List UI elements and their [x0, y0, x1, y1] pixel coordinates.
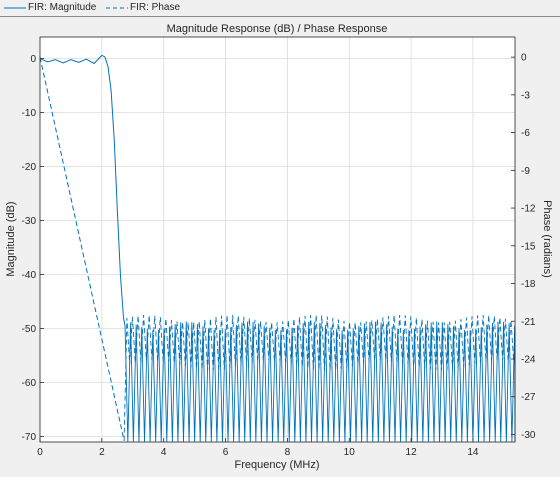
phase-stopband-line: [123, 314, 515, 441]
series-lines: [39, 54, 126, 441]
y-left-tick-label: -50: [22, 324, 37, 335]
y-right-tick-label: -24: [521, 354, 536, 365]
y-right-tick-label: -6: [521, 128, 530, 139]
plot-border: [39, 36, 516, 443]
y-right-axis-label: Phase (radians): [541, 200, 553, 278]
legend-label-magnitude: FIR: Magnitude: [28, 2, 97, 13]
y-left-axis-label: Magnitude (dB): [5, 201, 17, 276]
phase-line: [39, 57, 125, 441]
x-tick-label: 10: [344, 447, 356, 458]
dashed-line-icon: [106, 7, 128, 9]
y-right-tick-label: -15: [521, 241, 536, 252]
y-left-tick-label: -70: [22, 432, 37, 443]
y-right-tick-label: -3: [521, 90, 530, 101]
y-right-tick-label: -9: [521, 166, 530, 177]
phase-stopband-lines: [123, 314, 515, 441]
legend-item-magnitude[interactable]: FIR: Magnitude: [4, 1, 96, 15]
y-left-tick-label: -40: [22, 270, 37, 281]
y-right-tick-label: -12: [521, 204, 536, 215]
x-tick-label: 2: [99, 447, 105, 458]
chart-title: Magnitude Response (dB) / Phase Response: [167, 23, 388, 35]
legend: FIR: Magnitude FIR: Phase: [0, 0, 560, 17]
y-left-tick-label: 0: [30, 54, 36, 65]
y-left-axis-ticks: 0 -10 -20 -30 -40 -50 -60 -70: [22, 54, 44, 443]
y-right-tick-label: 0: [521, 53, 527, 64]
y-right-tick-label: -30: [521, 430, 536, 441]
y-left-tick-label: -30: [22, 216, 37, 227]
y-right-tick-label: -21: [521, 317, 536, 328]
y-right-tick-label: -18: [521, 279, 536, 290]
solid-line-icon: [4, 7, 26, 9]
x-axis-ticks: 0 2 4 6 8 10 12 14: [37, 438, 479, 458]
x-tick-label: 6: [223, 447, 229, 458]
legend-item-phase[interactable]: FIR: Phase: [106, 1, 180, 15]
x-tick-label: 0: [37, 447, 43, 458]
y-left-tick-label: -10: [22, 108, 37, 119]
grid-lines: [39, 37, 515, 442]
y-right-tick-label: -27: [521, 392, 536, 403]
x-tick-label: 14: [467, 447, 479, 458]
x-tick-label: 4: [161, 447, 167, 458]
x-tick-label: 12: [406, 447, 418, 458]
legend-label-phase: FIR: Phase: [130, 2, 181, 13]
y-left-tick-label: -20: [22, 162, 37, 173]
y-right-axis-ticks: 0 -3 -6 -9 -12 -15 -18 -21 -24 -27 -30: [511, 53, 536, 441]
magnitude-line: [39, 54, 126, 326]
y-left-tick-label: -60: [22, 378, 37, 389]
x-tick-label: 8: [285, 447, 291, 458]
x-axis-label: Frequency (MHz): [235, 459, 320, 471]
